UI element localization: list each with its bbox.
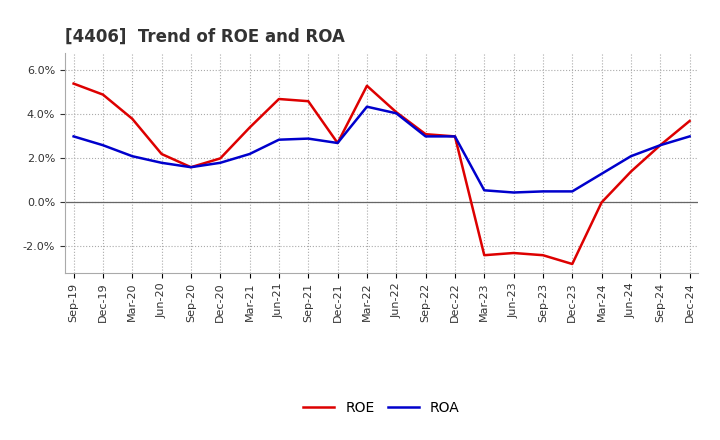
- ROE: [216, 156, 225, 161]
- ROE: [157, 151, 166, 157]
- ROE: [274, 96, 283, 102]
- ROA: [274, 137, 283, 143]
- ROA: [656, 143, 665, 148]
- Line: ROE: ROE: [73, 84, 690, 264]
- ROA: [69, 134, 78, 139]
- ROE: [568, 261, 577, 267]
- ROE: [128, 116, 137, 121]
- ROA: [568, 189, 577, 194]
- ROA: [598, 171, 606, 176]
- ROA: [421, 134, 430, 139]
- ROA: [451, 134, 459, 139]
- ROE: [421, 132, 430, 137]
- ROE: [363, 83, 372, 88]
- ROA: [509, 190, 518, 195]
- ROE: [304, 99, 312, 104]
- ROE: [626, 169, 635, 174]
- Text: [4406]  Trend of ROE and ROA: [4406] Trend of ROE and ROA: [65, 28, 345, 46]
- ROE: [69, 81, 78, 86]
- ROE: [186, 165, 195, 170]
- ROE: [99, 92, 107, 97]
- ROE: [598, 200, 606, 205]
- ROA: [128, 154, 137, 159]
- Line: ROA: ROA: [73, 107, 690, 193]
- ROA: [392, 110, 400, 116]
- ROA: [186, 165, 195, 170]
- ROE: [451, 134, 459, 139]
- Legend: ROE, ROA: ROE, ROA: [297, 394, 467, 422]
- ROA: [685, 134, 694, 139]
- ROE: [509, 250, 518, 256]
- ROA: [99, 143, 107, 148]
- ROA: [304, 136, 312, 141]
- ROA: [333, 140, 342, 146]
- ROE: [480, 253, 489, 258]
- ROE: [656, 143, 665, 148]
- ROE: [685, 118, 694, 124]
- ROA: [539, 189, 547, 194]
- ROA: [157, 160, 166, 165]
- ROA: [480, 187, 489, 193]
- ROE: [333, 140, 342, 146]
- ROE: [392, 110, 400, 115]
- ROA: [216, 160, 225, 165]
- ROA: [363, 104, 372, 110]
- ROA: [246, 151, 254, 157]
- ROE: [539, 253, 547, 258]
- ROA: [626, 154, 635, 159]
- ROE: [246, 125, 254, 130]
